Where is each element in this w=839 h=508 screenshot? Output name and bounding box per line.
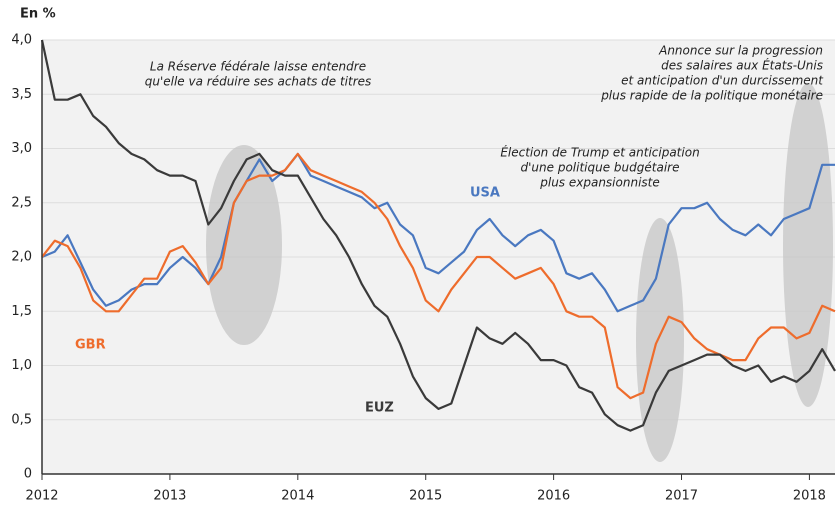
x-tick-label: 2012 — [25, 489, 58, 504]
y-tick-label: 0,5 — [11, 412, 32, 427]
annotation: et anticipation d'un durcissement — [621, 74, 824, 88]
labels: 0 0,5 1,0 1,5 2,0 2,5 3,0 3,5 4,0 2012 2013 2014 201… — [11, 33, 826, 504]
annotation: La Réserve fédérale laisse entendre — [150, 60, 366, 74]
series-line — [41, 152, 835, 313]
y-tick-label: 2,5 — [11, 195, 32, 210]
series-label: EUZ — [365, 401, 394, 416]
annotation: d'une politique budgétaire — [521, 161, 680, 175]
y-tick-label: 1,0 — [11, 358, 32, 373]
highlight — [783, 83, 833, 407]
x-tick-label: 2016 — [537, 489, 570, 504]
annotation: plus expansionniste — [539, 176, 660, 190]
y-tick-label: 2,0 — [11, 250, 32, 265]
x-tick-label: 2013 — [153, 489, 186, 504]
x-tick-label: 2015 — [409, 489, 442, 504]
annotation: Annonce sur la progression — [658, 44, 823, 58]
annotation: des salaires aux États-Unis — [661, 58, 823, 73]
highlight — [636, 218, 684, 462]
y-tick-label: 0 — [24, 467, 32, 482]
y-tick-label: 1,5 — [11, 304, 32, 319]
annotation: qu'elle va réduire ses achats de titres — [145, 75, 372, 89]
annotation: Élection de Trump et anticipation — [500, 145, 699, 160]
y-tick-label: 3,0 — [11, 141, 32, 156]
x-tick-label: 2014 — [281, 489, 314, 504]
highlight — [206, 145, 282, 345]
lines — [40, 39, 836, 432]
series-line — [40, 39, 836, 432]
series-label: USA — [470, 186, 500, 201]
annotation: plus rapide de la politique monétaire — [600, 89, 823, 103]
series-line — [41, 152, 836, 400]
x-tick-label: 2018 — [793, 489, 826, 504]
series-label: GBR — [75, 338, 106, 353]
y-axis-label: En % — [20, 7, 56, 22]
x-tick-label: 2017 — [665, 489, 698, 504]
y-tick-label: 4,0 — [11, 33, 32, 48]
y-tick-label: 3,5 — [11, 87, 32, 102]
